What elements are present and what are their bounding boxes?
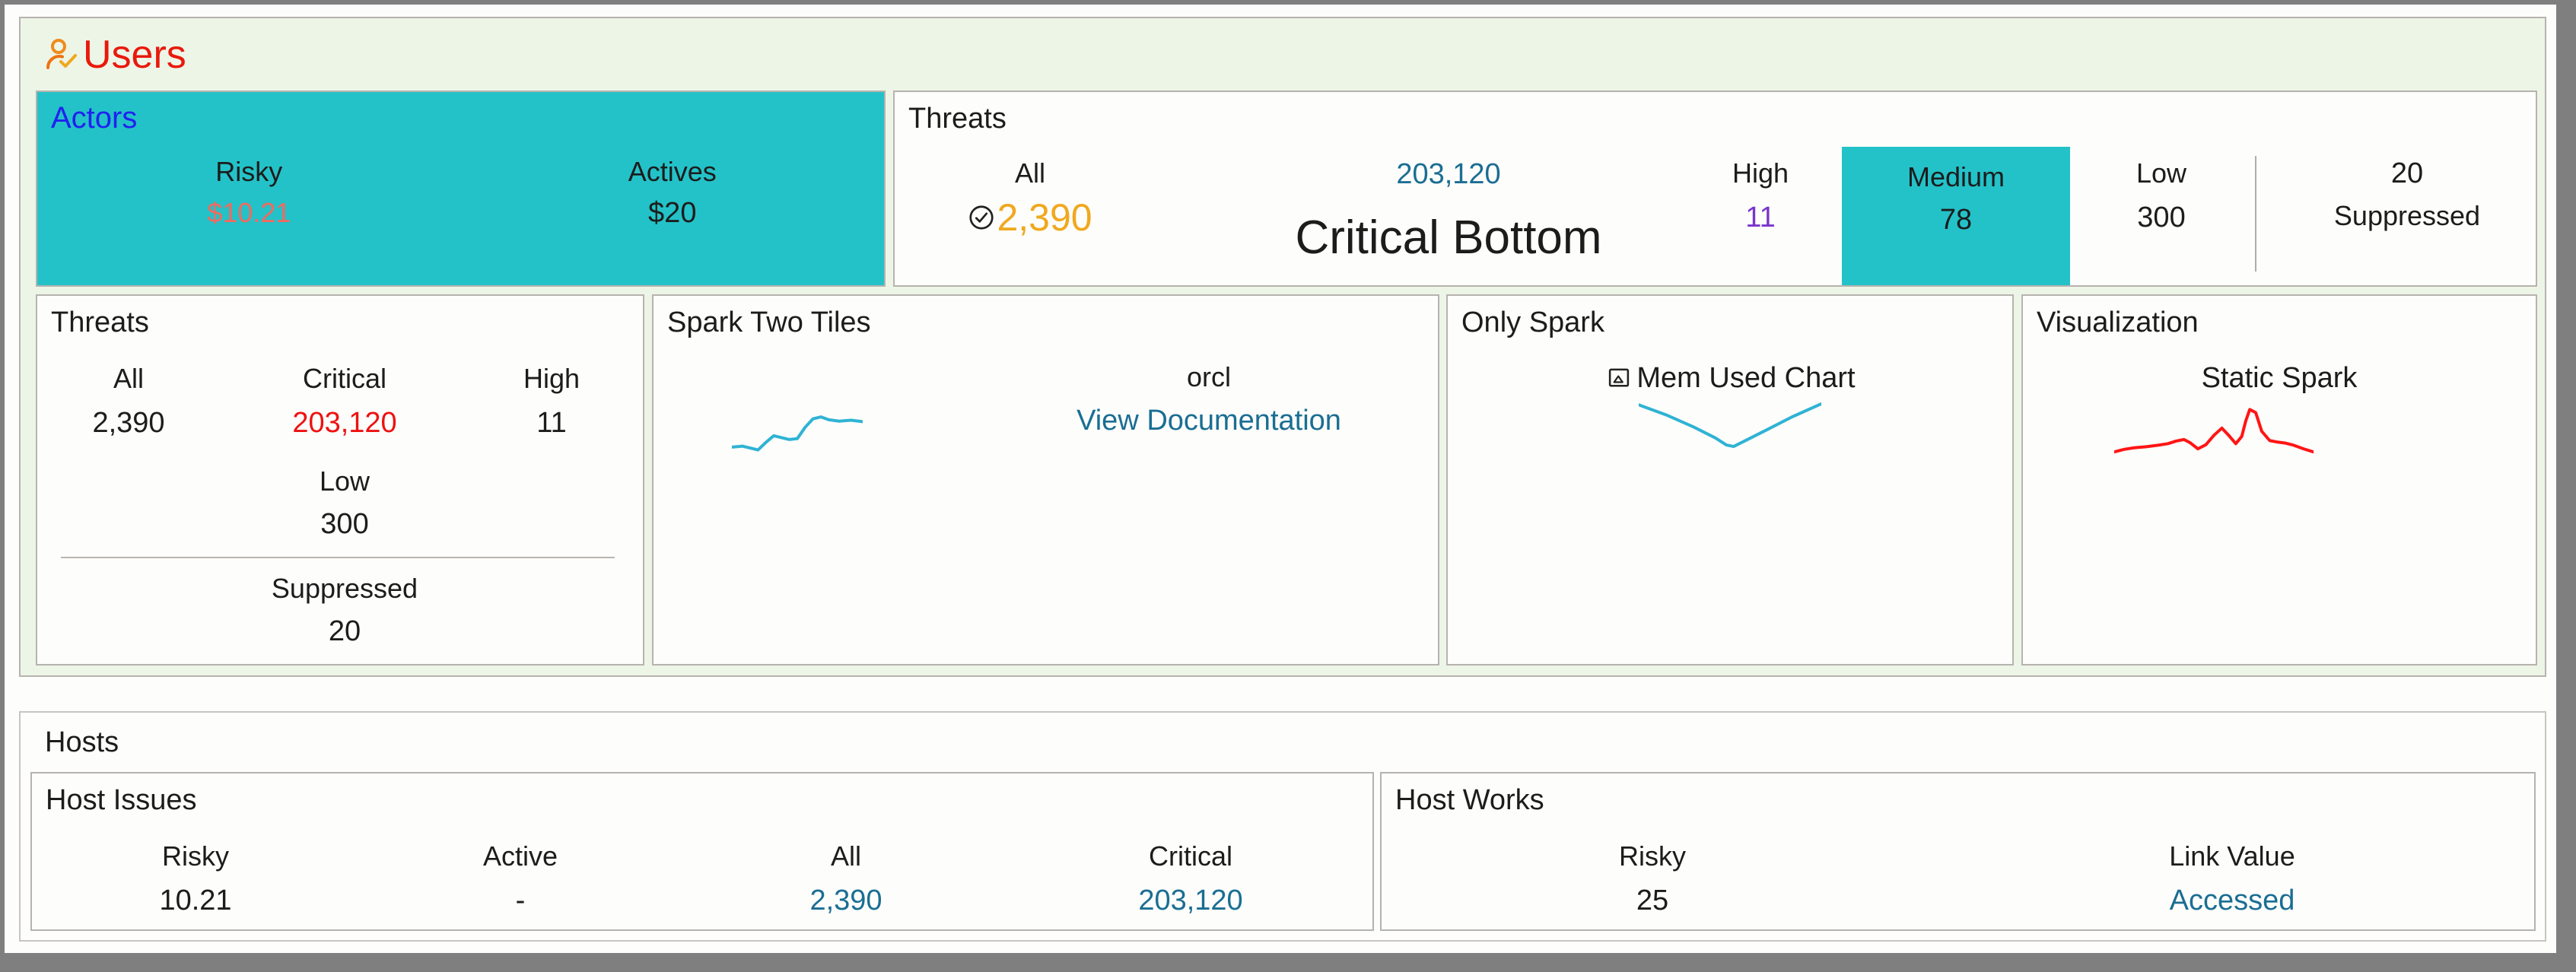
- spark-two-tiles-tile[interactable]: Spark Two Tiles orcl View Documentation: [652, 294, 1439, 665]
- detail-suppressed-stat: Suppressed 20: [231, 573, 459, 647]
- window-chrome-top: [0, 0, 2576, 5]
- threats-detail-title: Threats: [51, 307, 149, 338]
- actives-value: $20: [648, 197, 697, 229]
- visualization-tile[interactable]: Visualization Static Spark: [2021, 294, 2537, 665]
- host-active-stat: Active -: [406, 840, 634, 916]
- host-issues-tile[interactable]: Host Issues Risky 10.21 Active - All 2,3…: [30, 772, 1374, 931]
- window-chrome-bottom: [0, 953, 2576, 972]
- link-value-label: Link Value: [2169, 840, 2295, 872]
- accessed-link[interactable]: Accessed: [2169, 885, 2295, 916]
- check-circle-icon: [969, 205, 994, 230]
- critical-bottom-label: Critical Bottom: [1295, 211, 1602, 264]
- threats-critical-stat: 203,120 Critical Bottom: [1236, 157, 1662, 265]
- critical-value: 203,120: [292, 407, 397, 439]
- detail-low-stat: Low 300: [238, 465, 451, 540]
- critical-value[interactable]: 203,120: [1396, 158, 1501, 190]
- only-spark-title: Only Spark: [1461, 307, 1604, 338]
- users-section: Users Actors Risky $10.21 Actives $20 Th…: [19, 17, 2546, 677]
- low-label: Low: [2136, 157, 2187, 189]
- host-works-tile[interactable]: Host Works Risky 25 Link Value Accessed: [1380, 772, 2536, 931]
- spark-line-chart: [2114, 405, 2314, 457]
- suppressed-label: Suppressed: [2333, 200, 2481, 231]
- host-risky-stat: Risky 10.21: [81, 840, 310, 916]
- all-value-row: 2,390: [924, 195, 1137, 240]
- hosts-section-title: Hosts: [45, 726, 119, 758]
- spark-line-chart: [1639, 401, 1821, 451]
- critical-value-link[interactable]: 203,120: [1138, 885, 1243, 916]
- mem-used-chart-label: Mem Used Chart: [1636, 362, 1856, 394]
- detail-all-stat: All 2,390: [52, 363, 205, 439]
- window-chrome-left: [0, 0, 5, 972]
- static-spark-label: Static Spark: [2201, 362, 2358, 394]
- visualization-title: Visualization: [2037, 307, 2199, 338]
- host-all-stat: All 2,390: [732, 840, 960, 916]
- threats-high-stat: High 11: [1684, 157, 1837, 233]
- high-label: High: [523, 363, 580, 394]
- view-documentation-link[interactable]: View Documentation: [1077, 405, 1341, 437]
- risky-value: 10.21: [159, 885, 232, 916]
- actors-tile-title: Actors: [51, 101, 138, 135]
- detail-critical-stat: Critical 203,120: [250, 363, 440, 439]
- database-name: orcl: [1186, 361, 1231, 392]
- critical-label: Critical: [302, 363, 386, 394]
- high-value: 11: [1745, 202, 1776, 233]
- host-critical-stat: Critical 203,120: [1077, 840, 1305, 916]
- threats-detail-tile[interactable]: Threats All 2,390 Critical 203,120 High …: [36, 294, 644, 665]
- detail-high-stat: High 11: [479, 363, 624, 439]
- high-label: High: [1732, 157, 1789, 189]
- medium-value: 78: [1939, 204, 1973, 236]
- all-label: All: [830, 840, 861, 872]
- risky-label: Risky: [215, 156, 283, 187]
- medium-label: Medium: [1907, 161, 2005, 192]
- page-title: Users: [83, 33, 186, 77]
- threats-summary-tile[interactable]: Threats All 2,390 203,120 Critical Botto…: [893, 91, 2537, 287]
- actors-stats: Risky $10.21 Actives $20: [37, 156, 884, 229]
- threats-medium-stat[interactable]: Medium 78: [1842, 147, 2070, 285]
- suppressed-label: Suppressed: [271, 573, 418, 604]
- all-label: All: [1014, 157, 1045, 189]
- threats-all-stat: All 2,390: [924, 157, 1137, 240]
- actors-actives-stat: Actives $20: [461, 156, 885, 229]
- low-label: Low: [319, 465, 370, 497]
- window-chrome-right: [2556, 0, 2576, 972]
- host-works-title: Host Works: [1395, 784, 1544, 816]
- spark-line-chart: [732, 408, 863, 456]
- only-spark-tile[interactable]: Only Spark Mem Used Chart: [1446, 294, 2014, 665]
- spark-two-info: orcl View Documentation: [1064, 361, 1353, 437]
- user-check-icon: [46, 39, 77, 69]
- works-link-value-stat: Link Value Accessed: [2080, 840, 2384, 916]
- risky-value: 25: [1636, 885, 1669, 916]
- threats-summary-title: Threats: [908, 103, 1007, 135]
- works-risky-stat: Risky 25: [1500, 840, 1805, 916]
- all-value: 2,390: [92, 407, 165, 439]
- users-section-header: Users: [43, 35, 186, 75]
- threats-suppressed-stat: 20 Suppressed: [2308, 157, 2506, 232]
- all-value: 2,390: [997, 196, 1092, 239]
- low-value: 300: [2137, 202, 2186, 233]
- low-value: 300: [320, 508, 369, 540]
- image-chart-icon: [1609, 368, 1630, 387]
- risky-label: Risky: [1619, 840, 1686, 872]
- actors-risky-stat: Risky $10.21: [37, 156, 461, 229]
- hosts-section: Hosts Host Issues Risky 10.21 Active - A…: [19, 711, 2546, 942]
- critical-label: Critical: [1148, 840, 1232, 872]
- suppressed-value: 20: [2390, 157, 2424, 189]
- all-label: All: [113, 363, 144, 394]
- risky-value: $10.21: [207, 197, 291, 228]
- suppressed-value: 20: [328, 615, 361, 647]
- active-label: Active: [482, 840, 558, 872]
- horizontal-divider: [61, 557, 615, 558]
- active-value: -: [515, 885, 526, 916]
- vertical-divider: [2255, 156, 2256, 272]
- actives-label: Actives: [628, 156, 717, 187]
- risky-label: Risky: [162, 840, 229, 872]
- actors-tile[interactable]: Actors Risky $10.21 Actives $20: [36, 91, 886, 287]
- threats-low-stat: Low 300: [2085, 157, 2237, 233]
- host-issues-title: Host Issues: [46, 784, 197, 816]
- mem-used-chart-label-row: Mem Used Chart: [1448, 361, 2012, 395]
- spark-two-title: Spark Two Tiles: [667, 307, 871, 338]
- high-value: 11: [536, 407, 567, 439]
- all-value-link[interactable]: 2,390: [809, 885, 883, 916]
